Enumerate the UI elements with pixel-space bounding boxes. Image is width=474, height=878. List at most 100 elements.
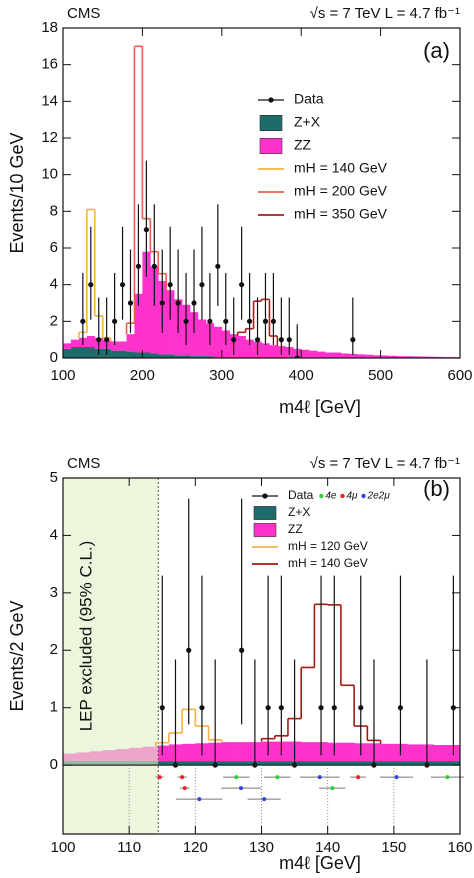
hist-bar bbox=[142, 352, 151, 358]
hist-bar bbox=[412, 356, 421, 358]
legend-channel: 4μ bbox=[346, 491, 358, 502]
x-axis-label: m4ℓ [GeV] bbox=[279, 853, 361, 873]
legend-swatch bbox=[259, 115, 283, 132]
x-tick-label: 130 bbox=[249, 839, 274, 856]
hist-bar bbox=[190, 356, 199, 358]
x-tick-label: 300 bbox=[209, 367, 234, 384]
hist-bar bbox=[166, 290, 175, 355]
y-tick-label: 8 bbox=[50, 202, 58, 219]
hist-bar bbox=[237, 336, 246, 358]
hist-bar bbox=[433, 745, 448, 762]
hist-bar bbox=[70, 339, 80, 347]
hist-bar bbox=[301, 742, 315, 762]
hist-bar bbox=[63, 348, 72, 358]
legend-channel: 2e2μ bbox=[367, 491, 391, 502]
data-point bbox=[286, 337, 292, 343]
hist-bar bbox=[433, 761, 448, 766]
y-tick-label: 0 bbox=[50, 756, 58, 773]
experiment-label: CMS bbox=[67, 455, 100, 472]
legend-channel-dot bbox=[340, 493, 345, 499]
data-point bbox=[215, 263, 221, 269]
excluded-region bbox=[63, 478, 159, 834]
x-tick-label: 160 bbox=[447, 839, 472, 856]
panel-label: (a) bbox=[423, 38, 450, 63]
hist-bar bbox=[404, 356, 413, 358]
legend-channel: 4e bbox=[325, 491, 337, 502]
event-dot bbox=[445, 775, 450, 780]
hist-bar bbox=[86, 336, 96, 347]
x-tick-label: 100 bbox=[50, 839, 75, 856]
data-point bbox=[350, 337, 356, 343]
excluded-label: LEP excluded (95% C.L.) bbox=[76, 541, 95, 732]
hist-bar bbox=[63, 343, 72, 349]
legend-label: mH = 200 GeV bbox=[294, 183, 388, 199]
hist-bar bbox=[261, 343, 270, 358]
hist-bar bbox=[221, 761, 236, 766]
hist-bar bbox=[261, 761, 276, 766]
hist-bar bbox=[340, 353, 350, 358]
data-point bbox=[135, 263, 142, 269]
hist-bar bbox=[393, 761, 408, 766]
hist-bar bbox=[380, 761, 395, 766]
data-point bbox=[167, 282, 173, 288]
energy-label: √s = 7 TeV L = 4.7 fb⁻¹ bbox=[310, 5, 460, 22]
legend-swatch bbox=[253, 506, 277, 520]
x-tick-label: 500 bbox=[368, 367, 393, 384]
y-tick-label: 5 bbox=[50, 469, 58, 486]
hist-bar bbox=[314, 761, 328, 766]
x-tick-label: 120 bbox=[183, 839, 208, 856]
y-tick-label: 2 bbox=[50, 312, 58, 329]
legend-data-dot bbox=[262, 493, 268, 499]
x-tick-label: 100 bbox=[50, 367, 75, 384]
hist-bar bbox=[205, 356, 215, 358]
hist-bar bbox=[274, 761, 289, 766]
hist-bar bbox=[396, 356, 405, 358]
hist-bar bbox=[86, 347, 96, 358]
data-point bbox=[80, 318, 86, 324]
data-point bbox=[151, 263, 157, 269]
data-point bbox=[112, 318, 118, 324]
legend-label: mH = 140 GeV bbox=[294, 160, 388, 176]
x-tick-label: 600 bbox=[447, 367, 472, 384]
hist-bar bbox=[340, 761, 355, 766]
x-tick-label: 140 bbox=[315, 839, 340, 856]
data-point bbox=[331, 705, 337, 711]
hist-bar bbox=[428, 356, 437, 358]
hist-bar bbox=[126, 351, 135, 358]
data-point bbox=[159, 300, 165, 306]
legend-label: mH = 140 GeV bbox=[288, 556, 368, 570]
event-dot bbox=[394, 775, 399, 780]
event-dot bbox=[157, 775, 162, 780]
x-tick-label: 200 bbox=[130, 367, 155, 384]
hist-bar bbox=[235, 761, 249, 766]
plot-area bbox=[63, 45, 460, 358]
x-axis-label: m4ℓ [GeV] bbox=[279, 397, 361, 417]
hist-bar bbox=[134, 293, 143, 353]
hist-bar bbox=[142, 251, 151, 353]
hist-bar bbox=[407, 744, 421, 762]
data-point bbox=[239, 647, 245, 653]
data-point bbox=[143, 227, 149, 233]
hist-bar bbox=[301, 349, 310, 358]
data-point bbox=[239, 282, 245, 288]
hist-bar bbox=[309, 350, 318, 358]
y-tick-label: 1 bbox=[50, 699, 58, 716]
data-point bbox=[262, 318, 269, 324]
data-point bbox=[183, 318, 189, 324]
energy-label: √s = 7 TeV L = 4.7 fb⁻¹ bbox=[310, 455, 460, 472]
hist-bar bbox=[380, 743, 395, 762]
hist-bar bbox=[70, 347, 80, 358]
hist-bar bbox=[118, 350, 127, 358]
data-point bbox=[254, 337, 261, 343]
hist-bar bbox=[388, 355, 397, 358]
data-point bbox=[358, 705, 364, 711]
data-point bbox=[199, 282, 205, 288]
hist-bar bbox=[158, 354, 167, 358]
hist-bar bbox=[301, 761, 315, 766]
y-tick-label: 4 bbox=[50, 276, 58, 293]
hist-bar bbox=[348, 353, 358, 358]
hist-bar bbox=[340, 742, 355, 762]
data-point bbox=[318, 705, 324, 711]
y-axis-label: Events/2 GeV bbox=[7, 600, 27, 711]
x-tick-label: 110 bbox=[117, 839, 141, 856]
